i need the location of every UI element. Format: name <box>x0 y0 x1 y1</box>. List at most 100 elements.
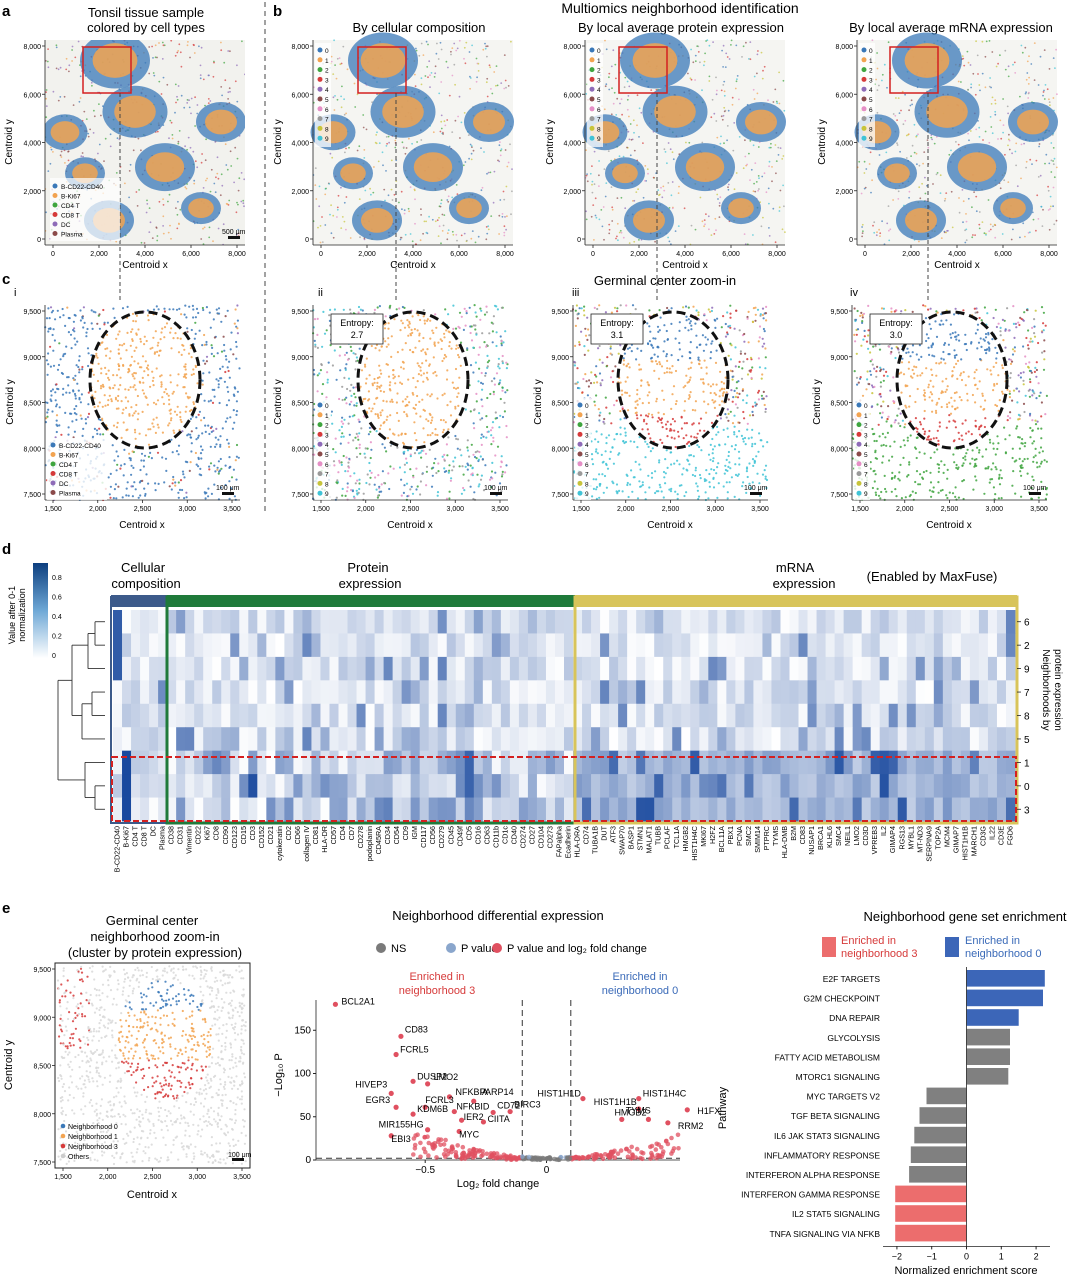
cell-dot <box>419 369 422 372</box>
tissue-dot <box>1002 98 1004 100</box>
tissue-dot <box>505 228 507 231</box>
cell-dot <box>139 340 142 343</box>
tissue-dot <box>240 172 243 174</box>
cell-dot <box>131 495 134 498</box>
cell-dot <box>130 473 133 476</box>
cell-dot <box>189 417 192 420</box>
cell-dot <box>212 355 216 358</box>
cell-dot <box>154 431 157 434</box>
tissue-dot <box>383 188 386 191</box>
tissue-dot <box>162 215 165 218</box>
cell-dot <box>362 398 365 401</box>
tissue-dot <box>411 240 414 243</box>
tissue-dot <box>156 56 158 59</box>
cell-dot <box>332 448 335 451</box>
tissue-dot <box>487 225 490 228</box>
tissue-dot <box>362 126 365 129</box>
cell-dot <box>647 384 651 387</box>
cell-dot <box>92 310 95 313</box>
tissue-dot <box>510 213 512 216</box>
tissue-dot <box>45 91 47 93</box>
cell-dot <box>75 418 78 421</box>
cell-dot <box>743 436 747 440</box>
tissue-dot <box>136 205 139 207</box>
cell-dot <box>79 414 82 417</box>
cell-dot <box>633 476 636 479</box>
tissue-dot <box>978 126 981 129</box>
cell-dot <box>73 337 76 340</box>
cell-dot <box>467 464 470 467</box>
cell-dot <box>197 311 200 315</box>
panel-c-xtick-label: 2,000 <box>357 506 375 513</box>
cell-dot <box>113 488 116 491</box>
tissue-dot <box>722 84 725 86</box>
cell-dot <box>605 486 609 489</box>
tissue-dot <box>212 240 214 243</box>
cell-dot <box>357 311 360 314</box>
tissue-dot <box>55 46 58 49</box>
cell-dot <box>359 308 362 311</box>
legend-dot <box>52 183 58 189</box>
tissue-dot <box>152 57 154 59</box>
tissue-dot <box>762 216 764 219</box>
tissue-dot <box>939 174 942 177</box>
tissue-dot <box>224 143 227 146</box>
cell-dot <box>49 306 53 309</box>
cell-dot <box>583 314 586 317</box>
cell-dot <box>598 496 601 499</box>
cell-dot <box>640 349 643 352</box>
cell-dot <box>170 417 173 420</box>
cell-dot <box>486 425 489 429</box>
cell-dot <box>207 424 210 427</box>
cell-dot <box>460 454 463 457</box>
cell-dot <box>593 400 596 403</box>
cell-dot <box>72 328 75 332</box>
scalebar-a-label: 500 μm <box>222 229 246 236</box>
tissue-dot <box>98 103 100 105</box>
tissue-dot <box>163 44 166 47</box>
cell-dot <box>357 305 361 309</box>
cell-dot <box>411 350 414 354</box>
tissue-dot <box>155 226 158 229</box>
cell-dot <box>232 353 235 356</box>
cell-dot <box>688 454 691 457</box>
cell-dot <box>757 389 761 392</box>
tissue-dot <box>961 55 964 57</box>
tissue-dot <box>757 175 760 177</box>
cell-dot <box>423 319 426 322</box>
cell-dot <box>149 451 152 454</box>
tissue-dot <box>626 80 629 83</box>
tissue-dot <box>628 85 631 88</box>
tissue-dot <box>432 131 435 134</box>
cell-dot <box>132 375 135 378</box>
tissue-dot <box>1025 166 1027 169</box>
cell-dot <box>109 496 112 499</box>
cell-dot <box>765 395 768 398</box>
tissue-dot <box>647 172 649 175</box>
tissue-dot <box>162 76 165 79</box>
cell-dot <box>194 364 197 367</box>
cell-dot <box>762 317 765 320</box>
cell-dot <box>233 495 236 498</box>
tissue-dot <box>586 180 589 183</box>
legend-label: 7 <box>325 472 329 479</box>
cell-dot <box>445 443 448 446</box>
panel-c-xtick-label: 2,500 <box>402 506 420 513</box>
cell-dot <box>746 475 749 479</box>
cell-dot <box>451 381 454 384</box>
cell-dot <box>729 326 732 329</box>
cell-dot <box>47 363 50 366</box>
tissue-dot <box>720 89 723 92</box>
tissue-dot <box>443 214 446 217</box>
entropy-value: 2.7 <box>351 330 364 340</box>
cell-dot <box>624 380 627 383</box>
cell-dot <box>386 415 389 418</box>
tissue-dot <box>1004 68 1007 71</box>
cell-dot <box>647 401 651 404</box>
cell-dot <box>629 483 632 486</box>
tissue-dot <box>491 92 494 95</box>
cell-dot <box>101 419 104 422</box>
tissue-dot <box>603 168 606 171</box>
cell-dot <box>367 433 370 436</box>
cell-dot <box>389 389 392 392</box>
